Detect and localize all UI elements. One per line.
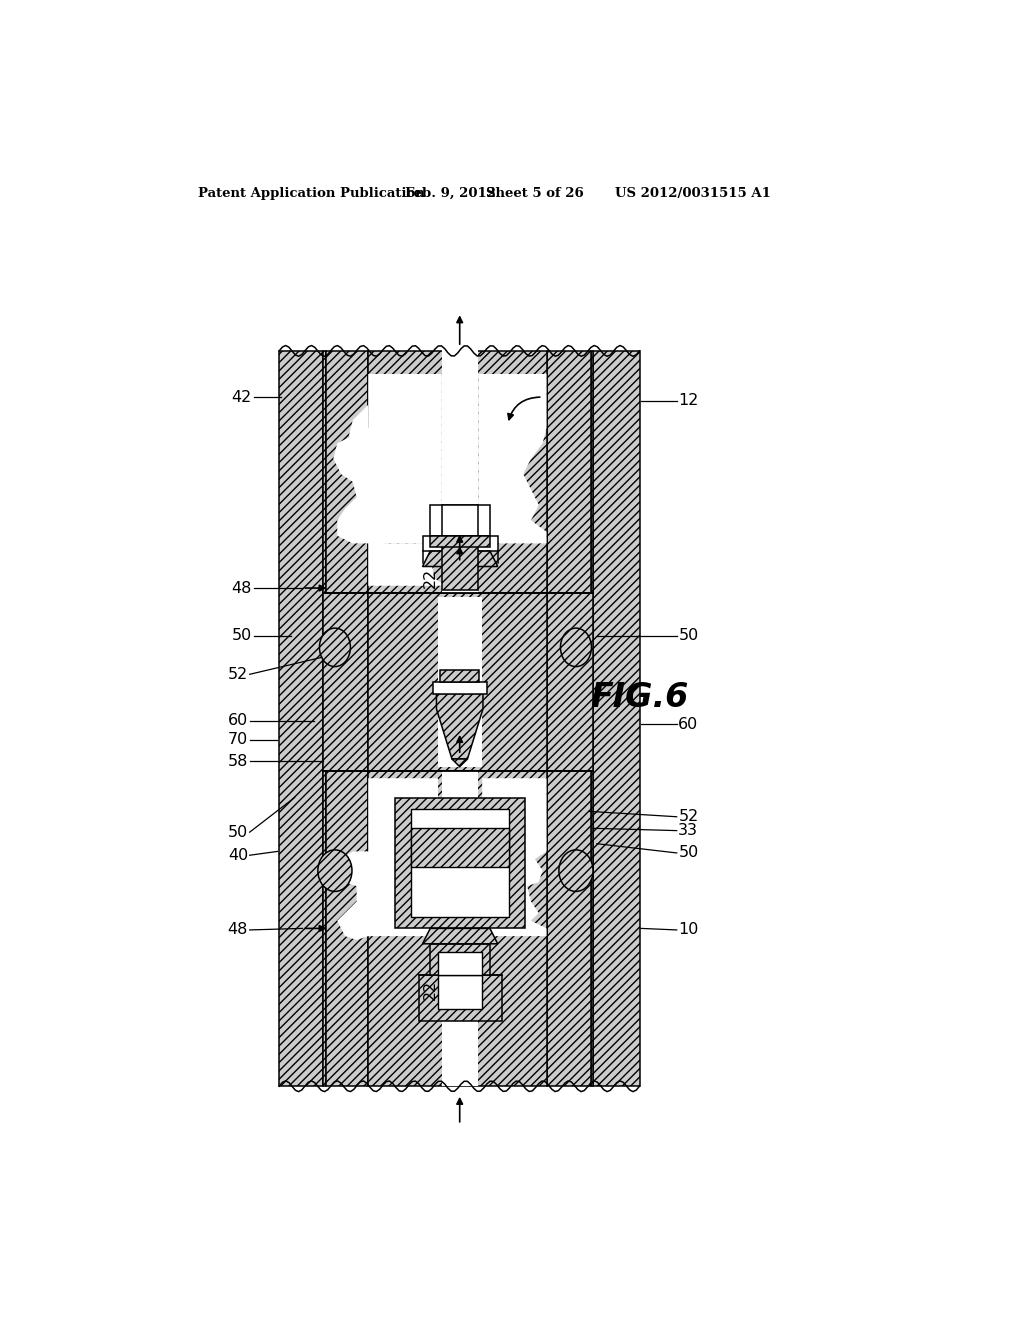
Text: 48: 48 bbox=[231, 581, 252, 595]
Polygon shape bbox=[430, 536, 489, 548]
Text: Sheet 5 of 26: Sheet 5 of 26 bbox=[486, 187, 584, 199]
Polygon shape bbox=[334, 374, 442, 544]
Polygon shape bbox=[423, 928, 498, 944]
Text: 60: 60 bbox=[228, 713, 248, 729]
Polygon shape bbox=[436, 693, 483, 759]
Text: US 2012/0031515 A1: US 2012/0031515 A1 bbox=[614, 187, 771, 199]
Text: 48: 48 bbox=[227, 923, 248, 937]
Text: 70: 70 bbox=[228, 733, 248, 747]
Polygon shape bbox=[482, 779, 547, 936]
Text: 50: 50 bbox=[678, 845, 698, 861]
Text: 58: 58 bbox=[227, 754, 248, 768]
Text: Feb. 9, 2012: Feb. 9, 2012 bbox=[404, 187, 496, 199]
Polygon shape bbox=[547, 351, 592, 594]
Ellipse shape bbox=[317, 850, 352, 891]
Ellipse shape bbox=[319, 628, 350, 667]
Polygon shape bbox=[349, 355, 445, 586]
Polygon shape bbox=[442, 506, 478, 566]
Polygon shape bbox=[478, 374, 547, 544]
Text: 52: 52 bbox=[678, 809, 698, 824]
Polygon shape bbox=[547, 771, 592, 1086]
Text: FIG.6: FIG.6 bbox=[590, 681, 689, 714]
Ellipse shape bbox=[560, 628, 592, 667]
Polygon shape bbox=[440, 671, 479, 682]
Polygon shape bbox=[442, 771, 478, 1086]
Text: 10: 10 bbox=[678, 923, 698, 937]
Polygon shape bbox=[337, 779, 438, 940]
Polygon shape bbox=[438, 974, 482, 1010]
Text: 22: 22 bbox=[423, 568, 437, 589]
Polygon shape bbox=[442, 327, 478, 594]
Polygon shape bbox=[280, 351, 324, 1086]
Polygon shape bbox=[430, 506, 489, 536]
Polygon shape bbox=[438, 952, 482, 974]
Text: 60: 60 bbox=[678, 717, 698, 731]
Text: 52: 52 bbox=[228, 667, 248, 682]
Polygon shape bbox=[411, 829, 509, 867]
Polygon shape bbox=[438, 598, 482, 767]
Polygon shape bbox=[452, 759, 467, 767]
Polygon shape bbox=[593, 351, 640, 1086]
Polygon shape bbox=[369, 351, 547, 594]
Polygon shape bbox=[547, 594, 593, 771]
Polygon shape bbox=[326, 771, 369, 1086]
Polygon shape bbox=[442, 536, 478, 590]
Polygon shape bbox=[324, 594, 369, 771]
Polygon shape bbox=[395, 797, 524, 928]
Polygon shape bbox=[592, 771, 593, 1086]
Text: 40: 40 bbox=[228, 847, 248, 863]
Text: 42: 42 bbox=[231, 389, 252, 405]
Polygon shape bbox=[326, 351, 369, 594]
Polygon shape bbox=[419, 974, 502, 1020]
Text: Patent Application Publication: Patent Application Publication bbox=[198, 187, 425, 199]
Polygon shape bbox=[411, 809, 509, 917]
Polygon shape bbox=[423, 552, 498, 566]
Text: 12: 12 bbox=[678, 393, 698, 408]
Polygon shape bbox=[324, 771, 326, 1086]
Polygon shape bbox=[369, 771, 547, 1086]
Polygon shape bbox=[432, 682, 486, 693]
Text: 50: 50 bbox=[228, 825, 248, 840]
Text: 22: 22 bbox=[423, 979, 437, 1001]
Polygon shape bbox=[369, 594, 547, 771]
Ellipse shape bbox=[559, 850, 593, 891]
Polygon shape bbox=[324, 351, 326, 594]
Polygon shape bbox=[592, 351, 593, 594]
Text: 33: 33 bbox=[678, 824, 698, 838]
Polygon shape bbox=[423, 536, 498, 552]
Polygon shape bbox=[430, 944, 489, 974]
Text: 50: 50 bbox=[231, 628, 252, 643]
Text: 50: 50 bbox=[678, 628, 698, 643]
